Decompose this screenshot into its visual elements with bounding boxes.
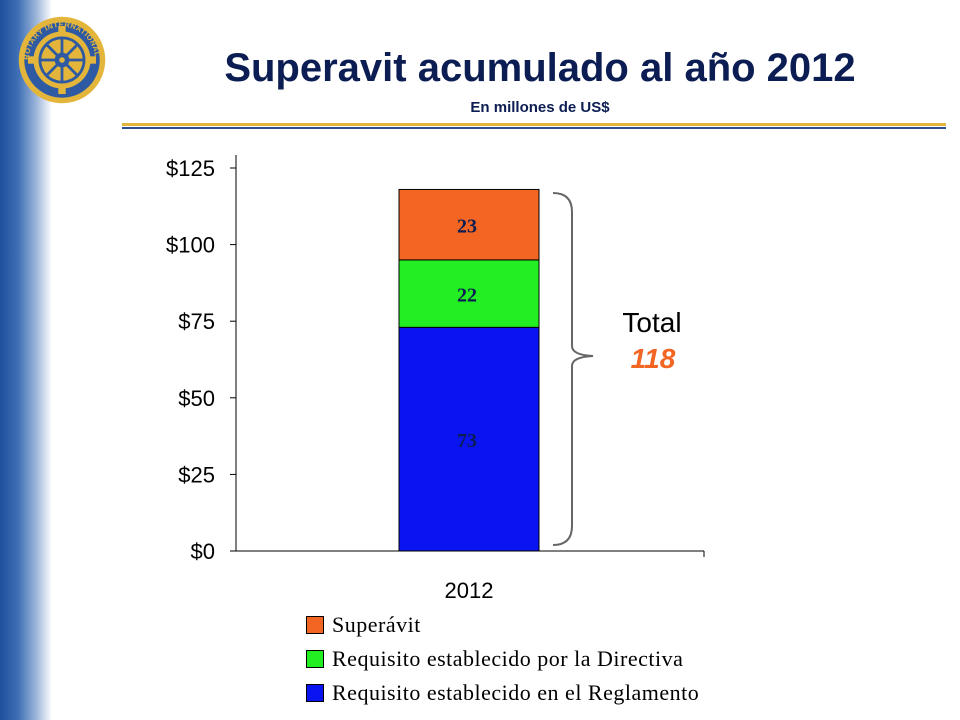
title-rule	[122, 123, 946, 129]
y-tick-label: $0	[191, 539, 215, 564]
data-labels: 73 22 23	[457, 216, 477, 452]
legend-label: Requisito establecido en el Reglamento	[332, 680, 700, 705]
left-gradient-band	[0, 0, 52, 720]
legend-item-superavit: Superávit	[306, 608, 699, 642]
data-label: 73	[457, 430, 477, 452]
y-tick-label: $50	[178, 386, 215, 411]
x-axis: 2012	[236, 550, 705, 603]
legend-item-directiva: Requisito establecido por la Directiva	[306, 642, 699, 676]
legend-label: Requisito establecido por la Directiva	[332, 646, 684, 671]
bar-segments	[398, 188, 540, 552]
total-value: 118	[631, 343, 676, 374]
bar-segment	[398, 259, 540, 328]
y-tick-label: $75	[178, 309, 215, 334]
total-brace	[552, 192, 594, 546]
legend-swatch-reglamento	[306, 684, 324, 702]
x-tick-label: 2012	[445, 578, 494, 603]
slide-subtitle: En millones de US$	[470, 99, 610, 116]
legend: Superávit Requisito establecido por la D…	[306, 608, 699, 710]
y-axis: $0 $25 $50 $75 $100 $125	[166, 155, 237, 564]
legend-label: Superávit	[332, 612, 421, 637]
legend-item-reglamento: Requisito establecido en el Reglamento	[306, 676, 699, 710]
y-tick-label: $25	[178, 462, 215, 487]
legend-swatch-directiva	[306, 650, 324, 668]
data-label: 22	[457, 285, 477, 307]
slide-title: Superavit acumulado al año 2012	[224, 46, 856, 90]
total-label: Total	[622, 307, 681, 338]
legend-swatch-superavit	[306, 616, 324, 634]
bar-segment	[398, 188, 540, 261]
y-tick-label: $125	[166, 156, 215, 181]
rotary-wheel-icon: ROTARY INTERNATIONAL	[18, 16, 106, 104]
y-tick-label: $100	[166, 233, 215, 258]
data-label: 23	[457, 216, 477, 238]
